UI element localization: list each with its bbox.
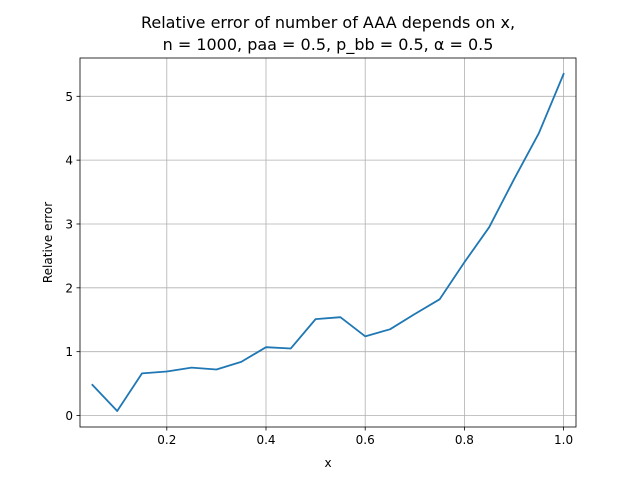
y-tick-label: 5 — [65, 90, 73, 104]
series-lines — [91, 72, 565, 412]
series-line — [91, 72, 565, 412]
x-tick-label: 0.4 — [256, 433, 275, 447]
x-axis-label: x — [324, 456, 331, 470]
x-tick-label: 0.2 — [157, 433, 176, 447]
axis-ticks: 0.2 0.4 0.6 0.8 1.0 0 1 2 3 4 5 — [65, 90, 573, 447]
y-tick-label: 1 — [65, 345, 73, 359]
chart-title-line-1: Relative error of number of AAA depends … — [141, 13, 515, 32]
plot-frame — [79, 57, 577, 428]
grid-lines — [80, 58, 576, 427]
y-axis-label: Relative error — [41, 202, 55, 283]
x-tick-label: 0.8 — [455, 433, 474, 447]
x-tick-label: 0.6 — [356, 433, 375, 447]
chart-title-line-2: n = 1000, paa = 0.5, p_bb = 0.5, α = 0.5 — [163, 35, 494, 55]
y-tick-label: 2 — [65, 281, 73, 295]
y-tick-label: 3 — [65, 217, 73, 231]
y-tick-label: 4 — [65, 154, 73, 168]
x-tick-label: 1.0 — [554, 433, 573, 447]
y-tick-label: 0 — [65, 409, 73, 423]
